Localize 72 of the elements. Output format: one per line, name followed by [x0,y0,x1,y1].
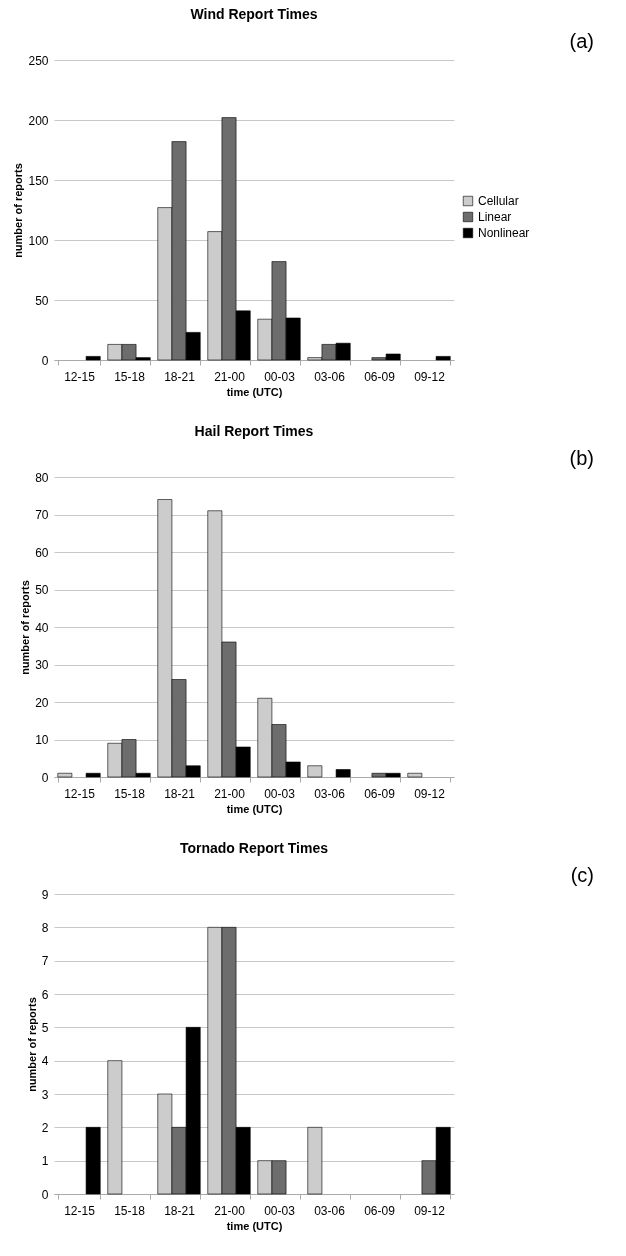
x-axis-title: time (UTC) [226,1219,283,1232]
x-tick-label: 21-00 [214,369,246,384]
y-tick-label: 50 [35,583,49,597]
x-tick-label: 03-06 [314,1203,346,1218]
y-tick-label: 60 [35,545,49,560]
x-axis-title: time (UTC) [226,802,283,815]
x-tick-label: 18-21 [164,1203,196,1218]
x-tick-label: 12-15 [64,369,96,384]
y-tick-label: 2 [41,1120,49,1135]
chart-title: Hail Report Times [194,423,314,439]
x-tick-label: 09-12 [414,786,446,801]
y-tick-label: 80 [35,470,49,485]
y-tick-label: 250 [28,53,49,68]
bar [85,772,101,778]
x-tick-label: 03-06 [314,786,346,801]
y-tick-label: 0 [41,770,49,785]
x-tick-label: 03-06 [314,369,346,384]
legend-label: Nonlinear [478,226,530,240]
y-tick-label: 8 [41,920,49,935]
text: (b) [569,447,594,469]
x-tick-label: 06-09 [364,1203,396,1218]
x-tick-label: 00-03 [264,786,296,801]
y-tick-label: 10 [35,733,49,747]
y-axis-title: number of reports [25,997,38,1092]
text: (a) [569,30,594,52]
y-tick-label: 50 [35,293,49,308]
x-tick-label: 09-12 [414,1203,446,1218]
y-tick-label: 200 [28,113,49,128]
x-tick-label: 12-15 [64,786,96,801]
chart-title: Tornado Report Times [179,840,329,856]
x-tick-label: 06-09 [364,786,396,801]
x-tick-label: 18-21 [164,369,196,384]
y-tick-label: 3 [41,1087,49,1102]
legend-label: Linear [478,210,512,224]
bar [407,772,423,778]
bar [85,1127,101,1195]
bar [435,356,451,361]
y-tick-label: 7 [41,954,49,969]
x-tick-label: 15-18 [114,369,146,384]
legend-label: Cellular [478,194,519,208]
y-tick-label: 9 [41,887,49,902]
bar [307,765,323,778]
y-axis-title: number of reports [19,580,32,675]
bar [335,769,351,778]
y-tick-label: 40 [35,620,49,635]
x-tick-label: 15-18 [114,786,146,801]
y-tick-label: 30 [35,658,49,672]
y-tick-label: 1 [41,1154,49,1169]
x-tick-label: 21-00 [214,786,246,801]
x-tick-label: 18-21 [164,786,196,801]
y-tick-label: 0 [41,353,49,368]
x-tick-label: 00-03 [264,1203,296,1218]
chart-title: Wind Report Times [190,6,318,22]
y-tick-label: 6 [41,987,49,1002]
y-tick-label: 100 [28,233,49,248]
x-tick-label: 12-15 [64,1203,96,1218]
x-tick-label: 09-12 [414,369,446,384]
x-tick-label: 00-03 [264,369,296,384]
y-axis-title: number of reports [12,163,25,258]
bar [85,356,101,361]
y-tick-label: 5 [41,1020,49,1035]
text: (c) [570,864,594,886]
x-tick-label: 21-00 [214,1203,246,1218]
x-tick-label: 06-09 [364,369,396,384]
x-tick-label: 15-18 [114,1203,146,1218]
y-tick-label: 0 [41,1187,49,1202]
x-axis-title: time (UTC) [226,385,283,398]
y-tick-label: 4 [41,1054,49,1069]
bar [57,772,73,778]
y-tick-label: 70 [35,508,49,522]
y-tick-label: 150 [28,173,49,188]
y-tick-label: 20 [35,695,49,710]
